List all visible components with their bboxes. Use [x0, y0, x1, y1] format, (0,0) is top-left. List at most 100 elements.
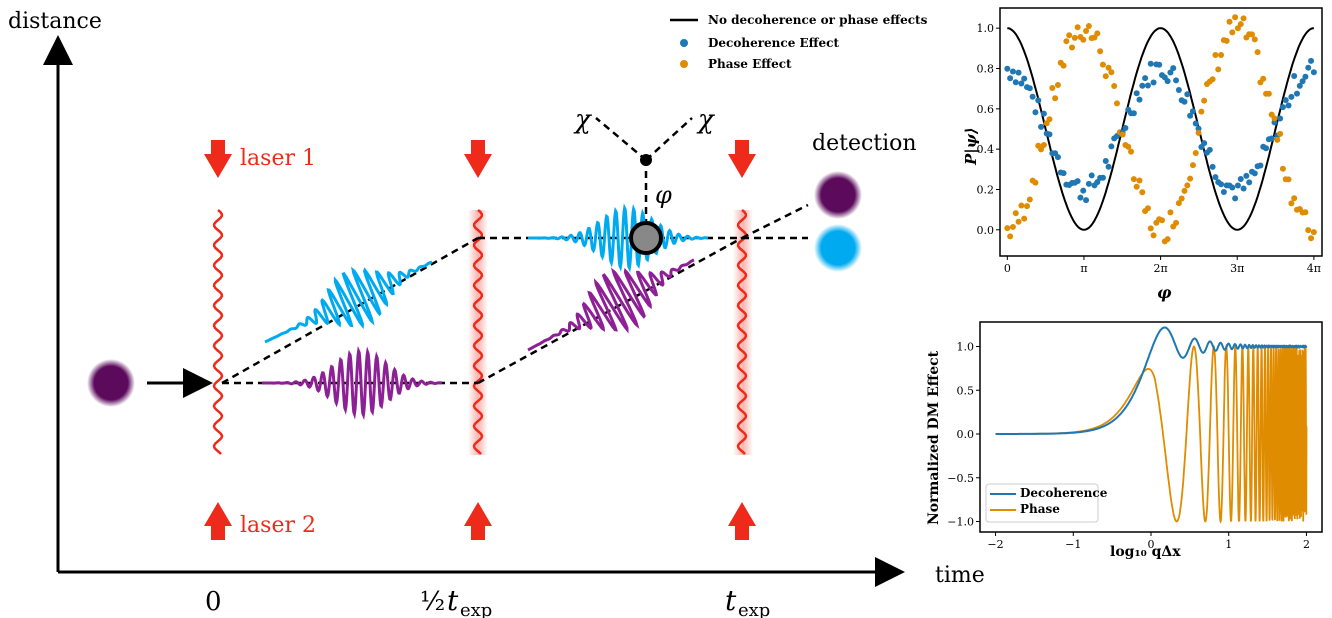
chart1-decoherence-point: [1038, 123, 1045, 130]
dm-vertex: [640, 154, 652, 166]
chart1-phase-point: [1285, 176, 1292, 183]
chart1-phase-point: [1026, 196, 1033, 203]
chart1-phase-point: [1232, 14, 1239, 21]
scattering-site: [629, 221, 663, 255]
chart1-decoherence-point: [1302, 73, 1309, 80]
chart1-decoherence-point: [1296, 82, 1303, 89]
chart1-decoherence-point: [1085, 180, 1092, 187]
chart1-ideal-line: [1007, 27, 1314, 231]
wave-packet-upper-blue: [264, 260, 433, 344]
chart2-ytick-label: 1.0: [957, 341, 975, 354]
chart1-decoherence-point: [1263, 145, 1270, 152]
chart1-xtick-label: π: [1080, 262, 1087, 275]
t-half-fraction: ½: [420, 587, 445, 617]
chart1-phase-point: [1024, 203, 1031, 210]
chart1-decoherence-point: [1305, 64, 1312, 71]
chart1-decoherence-point: [1279, 104, 1286, 111]
chart1-decoherence-point: [1257, 162, 1264, 169]
chart1-decoherence-point: [1026, 85, 1033, 92]
chart1-phase-point: [1260, 75, 1267, 82]
t-half-label: t: [447, 584, 459, 617]
chart1-decoherence-point: [1144, 82, 1151, 89]
chart1-phase-point: [1237, 21, 1244, 28]
chart1-phase-point: [1251, 36, 1258, 43]
chart1-ytick-label: 0.0: [977, 224, 995, 237]
chart1-phase-point: [1279, 165, 1286, 172]
chart-interference: 0.0 0.2 0.4 0.6 0.8 1.0 0 π 2π 3π 4π P|ψ⟩ φ: [962, 7, 1323, 302]
chart1-phase-point: [1004, 225, 1011, 232]
chart1-decoherence-point: [1021, 75, 1028, 82]
chart1-decoherence-point: [1282, 97, 1289, 104]
chart2-xtick-label: −1: [1065, 538, 1081, 551]
chart1-phase-point: [1091, 34, 1098, 41]
chart1-decoherence-point: [1164, 78, 1171, 85]
chart1-phase-point: [1209, 76, 1216, 83]
chart1-decoherence-point: [1102, 158, 1109, 165]
chart1-decoherence-point: [1035, 97, 1042, 104]
chart1-decoherence-point: [1167, 69, 1174, 76]
chart1-phase-point: [1128, 148, 1135, 155]
legend-label-1: Decoherence Effect: [708, 36, 839, 50]
chart1-phase-point: [1074, 24, 1081, 31]
chart1-phase-point: [1218, 52, 1225, 59]
chart1-phase-point: [1254, 49, 1261, 56]
laser-pulse-0: [212, 209, 224, 455]
chart1-decoherence-point: [1268, 135, 1275, 142]
chart1-xtick-label: 2π: [1153, 262, 1167, 275]
chart1-phase-point: [1274, 136, 1281, 143]
chart1-decoherence-point: [1074, 178, 1081, 185]
chart1-decoherence-point: [1046, 131, 1053, 138]
chart1-decoherence-point: [1184, 91, 1191, 98]
chart1-phase-point: [1094, 30, 1101, 37]
chart1-decoherence-point: [1293, 90, 1300, 97]
chart1-phase-point: [1144, 205, 1151, 212]
chart1-decoherence-point: [1218, 181, 1225, 188]
chart1-decoherence-point: [1299, 78, 1306, 85]
chart1-decoherence-point: [1105, 163, 1112, 170]
chart1-decoherence-point: [1080, 187, 1087, 194]
chart1-phase-point: [1108, 69, 1115, 76]
laser1-arrows: [204, 140, 756, 178]
chart1-phase-point: [1178, 195, 1185, 202]
chart1-decoherence-point: [1251, 170, 1258, 177]
chart2-xtick-label: 1: [1225, 538, 1232, 551]
chart1-phase-point: [1007, 233, 1014, 240]
chart1-phase-point: [1226, 18, 1233, 25]
chart1-xtick-label: 3π: [1230, 262, 1244, 275]
chart1-phase-point: [1184, 182, 1191, 189]
chart1-decoherence-point: [1099, 174, 1106, 181]
chart1-decoherence-point: [1060, 170, 1067, 177]
chi-right-label: χ: [696, 105, 716, 135]
chart2-decoherence-line: [995, 326, 1308, 435]
chart1-decoherence-point: [1206, 146, 1213, 153]
chart1-phase-point: [1015, 218, 1022, 225]
chart1-phase-point: [1105, 64, 1112, 71]
chart1-phase-point: [1212, 52, 1219, 59]
chart1-decoherence-point: [1181, 98, 1188, 105]
chart1-xtick-label: 0: [1004, 262, 1011, 275]
chart1-phase-point: [1136, 177, 1143, 184]
chart1-phase-point: [1066, 32, 1073, 39]
chart1-decoherence-point: [1133, 90, 1140, 97]
chart1-phase-point: [1085, 23, 1092, 30]
chart2-ytick-label: −1.0: [947, 516, 974, 529]
chart1-decoherence-point: [1189, 108, 1196, 115]
chart1-phase-point: [1049, 85, 1056, 92]
legend-label-2: Phase Effect: [708, 57, 792, 71]
chart1-decoherence-point: [1054, 154, 1061, 161]
chart1-phase-point: [1018, 202, 1025, 209]
chart1-decoherence-point: [1291, 73, 1298, 80]
chart1-phase-point: [1060, 62, 1067, 69]
chart2-ytick-label: 0.5: [957, 384, 975, 397]
chart1-phase-point: [1308, 235, 1315, 242]
chart1-phase-point: [1102, 73, 1109, 80]
chart1-phase-point: [1083, 28, 1090, 35]
t-exp-subscript: exp: [738, 600, 770, 618]
chart1-decoherence-point: [1156, 61, 1163, 68]
chart1-decoherence-point: [1088, 172, 1095, 179]
chart1-phase-point: [1133, 183, 1140, 190]
chart1-phase-point: [1119, 131, 1126, 138]
chart1-decoherence-point: [1232, 195, 1239, 202]
chart1-phase-point: [1032, 179, 1039, 186]
chart1-decoherence-point: [1212, 174, 1219, 181]
